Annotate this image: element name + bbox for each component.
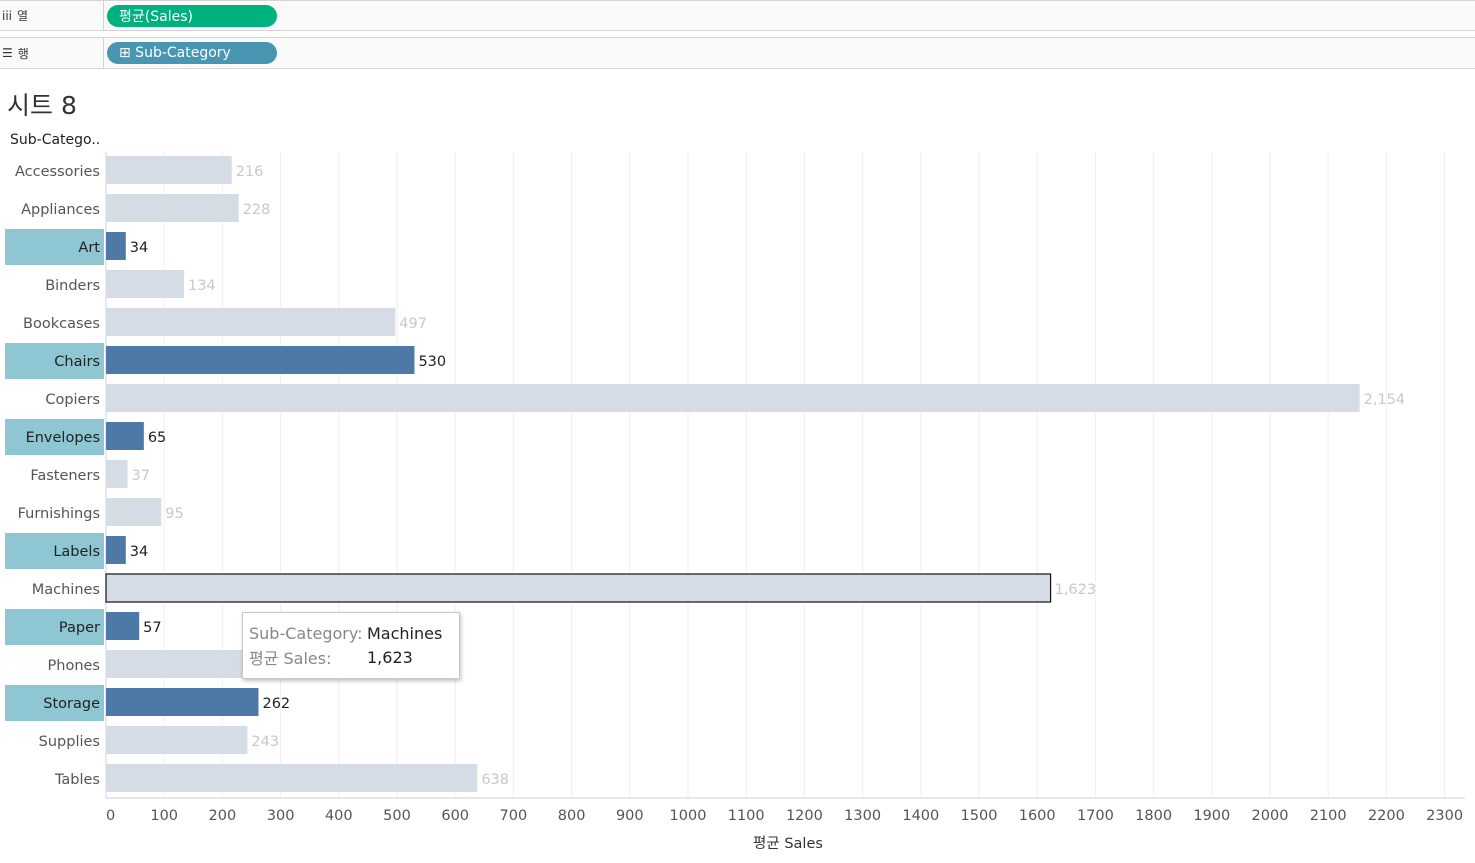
columns-shelf-label: iii 열 <box>0 1 104 30</box>
columns-icon: iii <box>2 8 13 23</box>
x-tick-label: 1700 <box>1077 808 1114 824</box>
avg-sales-pill[interactable]: 평균(Sales) <box>107 5 277 27</box>
columns-shelf: iii 열 평균(Sales) <box>0 0 1475 31</box>
bar[interactable] <box>106 536 126 564</box>
category-label[interactable]: Furnishings <box>18 506 100 522</box>
tooltip-value-sales: 1,623 <box>367 647 413 667</box>
x-tick-label: 300 <box>267 808 295 824</box>
data-label: 34 <box>130 240 148 256</box>
category-label[interactable]: Labels <box>53 544 100 560</box>
category-label[interactable]: Envelopes <box>26 430 100 446</box>
tooltip-key-subcategory: Sub-Category: <box>249 623 363 643</box>
x-tick-label: 1400 <box>902 808 939 824</box>
x-tick-label: 800 <box>558 808 586 824</box>
tooltip: Sub-Category: Machines 평균 Sales: 1,623 <box>242 612 460 679</box>
x-tick-label: 1100 <box>728 808 765 824</box>
rows-icon: ☰ <box>2 46 13 60</box>
category-highlight <box>5 609 104 645</box>
x-tick-label: 900 <box>616 808 644 824</box>
x-tick-label: 0 <box>106 808 115 824</box>
category-highlight <box>5 343 104 379</box>
x-tick-label: 100 <box>150 808 178 824</box>
category-label[interactable]: Chairs <box>54 354 100 370</box>
data-label: 638 <box>481 772 509 788</box>
data-label: 1,623 <box>1055 582 1097 598</box>
bar[interactable] <box>106 612 140 640</box>
data-label: 57 <box>143 620 161 636</box>
x-tick-label: 500 <box>383 808 411 824</box>
x-tick-label: 2300 <box>1426 808 1463 824</box>
category-label[interactable]: Machines <box>32 582 100 598</box>
data-label: 95 <box>165 506 183 522</box>
bar[interactable] <box>106 232 126 260</box>
data-label: 134 <box>188 278 216 294</box>
category-highlight <box>5 419 104 455</box>
bar[interactable] <box>106 270 184 298</box>
x-tick-label: 200 <box>209 808 237 824</box>
category-highlight <box>5 685 104 721</box>
x-tick-label: 2200 <box>1368 808 1405 824</box>
bar[interactable] <box>106 422 144 450</box>
x-tick-label: 600 <box>441 808 469 824</box>
category-label[interactable]: Copiers <box>45 392 100 408</box>
category-label[interactable]: Appliances <box>21 202 100 218</box>
data-label: 228 <box>243 202 271 218</box>
data-label: 262 <box>262 696 290 712</box>
columns-label: 열 <box>17 9 29 23</box>
data-label: 34 <box>130 544 148 560</box>
tooltip-key-sales: 평균 Sales: <box>249 649 332 668</box>
data-label: 2,154 <box>1364 392 1406 408</box>
row-header[interactable]: Sub-Catego.. <box>10 132 101 148</box>
data-label: 37 <box>132 468 150 484</box>
data-label: 243 <box>251 734 279 750</box>
category-label[interactable]: Phones <box>48 658 100 674</box>
x-tick-label: 700 <box>500 808 528 824</box>
x-tick-label: 2000 <box>1252 808 1289 824</box>
x-tick-label: 1800 <box>1135 808 1172 824</box>
data-label: 530 <box>418 354 446 370</box>
bar[interactable] <box>106 726 248 754</box>
category-label[interactable]: Supplies <box>39 734 100 750</box>
x-tick-label: 1000 <box>670 808 707 824</box>
x-tick-label: 1500 <box>961 808 998 824</box>
x-tick-label: 1300 <box>844 808 881 824</box>
bar[interactable] <box>106 308 396 336</box>
rows-label: 행 <box>17 46 29 61</box>
category-label[interactable]: Binders <box>45 278 100 294</box>
bar[interactable] <box>106 688 259 716</box>
bar[interactable] <box>106 156 232 184</box>
x-axis-title: 평균 Sales <box>753 835 823 852</box>
bar[interactable] <box>106 764 478 792</box>
bar[interactable] <box>105 573 1052 603</box>
bar[interactable] <box>106 194 239 222</box>
bar[interactable] <box>106 346 415 374</box>
category-label[interactable]: Paper <box>59 620 100 636</box>
category-highlight <box>5 229 104 265</box>
category-label[interactable]: Storage <box>43 696 100 712</box>
category-label[interactable]: Tables <box>54 772 100 788</box>
bar[interactable] <box>106 498 162 526</box>
x-tick-label: 1900 <box>1193 808 1230 824</box>
rows-shelf-label: ☰ 행 <box>0 38 104 68</box>
data-label: 216 <box>236 164 264 180</box>
x-tick-label: 1600 <box>1019 808 1056 824</box>
data-label: 497 <box>399 316 427 332</box>
category-highlight <box>5 533 104 569</box>
bar[interactable] <box>106 384 1360 412</box>
rows-shelf: ☰ 행 ⊞ Sub-Category <box>0 37 1475 69</box>
x-tick-label: 400 <box>325 808 353 824</box>
category-label[interactable]: Art <box>78 240 100 256</box>
sheet-title: 시트 8 <box>7 91 77 120</box>
category-label[interactable]: Accessories <box>15 164 100 180</box>
data-label: 65 <box>148 430 166 446</box>
bar[interactable] <box>106 460 128 488</box>
category-label[interactable]: Fasteners <box>30 468 100 484</box>
category-label[interactable]: Bookcases <box>23 316 100 332</box>
x-tick-label: 1200 <box>786 808 823 824</box>
x-tick-label: 2100 <box>1310 808 1347 824</box>
sub-category-pill[interactable]: ⊞ Sub-Category <box>107 42 277 64</box>
tooltip-value-subcategory: Machines <box>367 623 443 643</box>
